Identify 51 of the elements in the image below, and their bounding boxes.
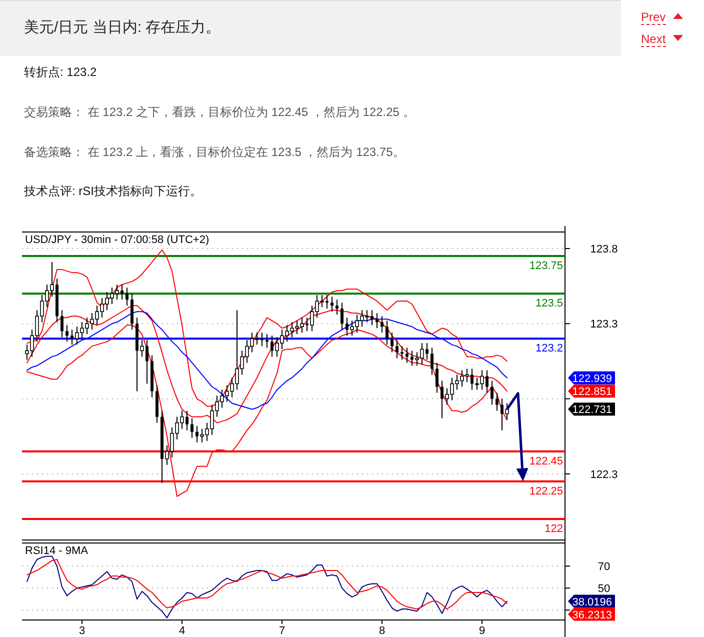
x-tick-label: 7 <box>278 625 286 637</box>
text: Next <box>641 32 666 47</box>
candlestick <box>380 316 384 334</box>
candlestick <box>340 302 344 330</box>
y-tick-label: 70 <box>598 561 610 574</box>
candlestick <box>430 347 434 376</box>
candlestick <box>396 340 398 359</box>
text: 技术点评: rSI技术指标向下运行。 <box>24 183 202 200</box>
x-tick-label: 4 <box>178 625 186 637</box>
candlestick <box>60 310 64 338</box>
line-series <box>26 556 508 618</box>
candlestick <box>336 299 338 316</box>
text: 备选策略： 在 123.2 上，看涨，目标价位定在 123.5 ，然后为 123.75。 <box>24 144 405 161</box>
ref-line-label: 123.5 <box>535 298 563 310</box>
candlestick <box>266 334 268 348</box>
ref-line-label: 122.45 <box>529 455 563 468</box>
candlestick <box>330 296 334 312</box>
candlestick <box>66 324 68 342</box>
candlestick <box>490 380 494 406</box>
x-tick-label: 3 <box>78 625 86 637</box>
candlestick <box>400 346 404 360</box>
candlestick <box>386 320 388 346</box>
text: 36.2313 <box>572 609 612 622</box>
line-series <box>26 559 508 610</box>
y-tick-label: 50 <box>598 583 610 596</box>
candlestick <box>126 287 128 306</box>
text: Prev <box>641 10 666 25</box>
ref-line-label: 122 <box>544 522 563 535</box>
y-tick-label: 122.3 <box>590 468 618 481</box>
text: 122.939 <box>572 372 612 385</box>
ref-line-label: 122.25 <box>529 485 563 498</box>
text: 转折点: 123.2 <box>24 64 97 81</box>
text: 交易策略： 在 123.2 之下，看跌，目标价位为 122.45 ，然后为 122.25 。 <box>24 104 415 121</box>
candlestick <box>436 362 438 394</box>
x-tick-label: 9 <box>478 625 486 637</box>
text: 122.851 <box>572 386 612 398</box>
candlestick <box>496 392 498 412</box>
text: 美元/日元 当日内: 存在压力。 <box>24 18 221 37</box>
text: 38.0196 <box>572 596 612 608</box>
candlestick <box>390 332 394 353</box>
candlestick <box>190 418 194 438</box>
y-tick-label: 123.8 <box>590 244 618 256</box>
x-tick-label: 8 <box>378 625 386 637</box>
ref-line-label: 123.75 <box>529 260 563 272</box>
ref-line-label: 123.2 <box>535 342 563 355</box>
candlestick <box>406 347 408 364</box>
y-tick-label: 123.3 <box>590 318 618 331</box>
text: 122.731 <box>572 404 612 416</box>
chart-title: USD/JPY - 30min - 07:00:58 (UTC+2) <box>25 234 210 246</box>
candlestick <box>376 312 378 329</box>
chart-title: RSI14 - 9MA <box>25 545 89 557</box>
